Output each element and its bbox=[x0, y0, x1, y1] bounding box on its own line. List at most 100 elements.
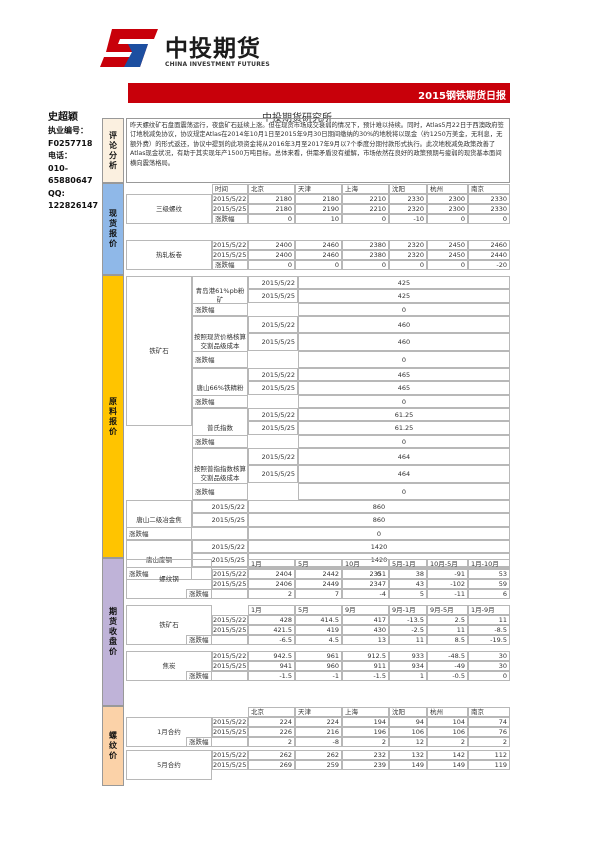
futures-header: 1月-9月 bbox=[468, 605, 510, 615]
raw-change-label: 涨跌幅 bbox=[126, 526, 248, 540]
futures-value: 43 bbox=[389, 579, 427, 589]
spot-header-city: 杭州 bbox=[427, 184, 468, 194]
raw-value: 460 bbox=[298, 333, 510, 351]
rebar-change-label: 涨跌幅 bbox=[186, 737, 248, 747]
rebar-value: 106 bbox=[389, 727, 427, 737]
spot-value: 2380 bbox=[342, 250, 389, 260]
rebar-value: 2 bbox=[342, 737, 389, 747]
spot-value: 2400 bbox=[248, 240, 295, 250]
futures-change-label: 涨跌幅 bbox=[186, 589, 248, 599]
raw-change-label: 涨跌幅 bbox=[192, 394, 248, 408]
raw-value: 0 bbox=[298, 302, 510, 316]
section-spot: 现货报价 bbox=[102, 183, 124, 275]
raw-date: 2015/5/22 bbox=[248, 316, 298, 334]
spot-header-city: 上海 bbox=[342, 184, 389, 194]
cert-number: F0257718 bbox=[48, 138, 93, 148]
raw-change-label: 涨跌幅 bbox=[192, 350, 248, 368]
spot-value: 2450 bbox=[427, 240, 468, 250]
futures-date: 2015/5/22 bbox=[212, 615, 248, 625]
raw-value: 1420 bbox=[248, 540, 510, 554]
futures-value: 0 bbox=[468, 671, 510, 681]
futures-value: -6.5 bbox=[248, 635, 295, 645]
raw-value: 0 bbox=[248, 526, 510, 540]
futures-header: 9月-1月 bbox=[389, 605, 427, 615]
raw-value: 460 bbox=[298, 316, 510, 334]
rebar-value: 119 bbox=[468, 760, 510, 770]
rebar-value: 262 bbox=[248, 750, 295, 760]
futures-date: 2015/5/22 bbox=[212, 651, 248, 661]
spot-value: 2190 bbox=[295, 204, 342, 214]
futures-value: 2406 bbox=[248, 579, 295, 589]
rebar-value: 226 bbox=[248, 727, 295, 737]
logo-text-en: CHINA INVESTMENT FUTURES bbox=[165, 61, 270, 68]
spot-value: 0 bbox=[342, 260, 389, 270]
spot-change-label: 涨跌幅 bbox=[212, 260, 248, 270]
raw-change-label: 涨跌幅 bbox=[192, 434, 248, 448]
futures-value: -0.5 bbox=[427, 671, 468, 681]
spot-value: 0 bbox=[389, 260, 427, 270]
futures-value: 428 bbox=[248, 615, 295, 625]
spot-value: 2320 bbox=[389, 250, 427, 260]
spot-value: 0 bbox=[468, 214, 510, 224]
raw-value: 425 bbox=[298, 276, 510, 290]
spot-date: 2015/5/25 bbox=[212, 204, 248, 214]
company-logo: 中投期货 CHINA INVESTMENT FUTURES bbox=[98, 25, 298, 75]
rebar-value: 142 bbox=[427, 750, 468, 760]
rebar-header-city: 杭州 bbox=[427, 707, 468, 717]
futures-value: 934 bbox=[389, 661, 427, 671]
futures-date: 2015/5/25 bbox=[212, 625, 248, 635]
commentary-text: 昨天螺纹矿石盘面震荡运行，夜盘矿石延续上涨。但在现货市场成交衰弱的情况下，预计难… bbox=[126, 118, 510, 183]
futures-value: 2404 bbox=[248, 569, 295, 579]
futures-value: 941 bbox=[248, 661, 295, 671]
spot-value: 2180 bbox=[295, 194, 342, 204]
spot-header-time: 时间 bbox=[212, 184, 248, 194]
section-comment: 评论分析 bbox=[102, 118, 124, 183]
futures-change-label: 涨跌幅 bbox=[186, 635, 248, 645]
futures-value: -1.5 bbox=[342, 671, 389, 681]
spot-value: 2180 bbox=[248, 204, 295, 214]
rebar-header-city: 天津 bbox=[295, 707, 342, 717]
futures-value: 6 bbox=[468, 589, 510, 599]
raw-date: 2015/5/22 bbox=[248, 368, 298, 382]
spot-header-city: 南京 bbox=[468, 184, 510, 194]
futures-change-label: 涨跌幅 bbox=[186, 671, 248, 681]
section-raw: 原料报价 bbox=[102, 275, 124, 558]
futures-contract-name: 螺纹钢 bbox=[126, 559, 212, 599]
rebar-value: 232 bbox=[342, 750, 389, 760]
spot-value: 2210 bbox=[342, 204, 389, 214]
raw-value: 0 bbox=[298, 394, 510, 408]
futures-value: 430 bbox=[342, 625, 389, 635]
rebar-value: 2 bbox=[248, 737, 295, 747]
rebar-value: 194 bbox=[342, 717, 389, 727]
futures-contract-name: 焦炭 bbox=[126, 651, 212, 681]
futures-value: 13 bbox=[342, 635, 389, 645]
futures-header: 5月 bbox=[295, 559, 342, 569]
rebar-value: 104 bbox=[427, 717, 468, 727]
futures-value: 59 bbox=[468, 579, 510, 589]
rebar-value: 149 bbox=[389, 760, 427, 770]
futures-contract-name: 铁矿石 bbox=[126, 605, 212, 645]
futures-value: -91 bbox=[427, 569, 468, 579]
rebar-date: 2015/5/25 bbox=[212, 727, 248, 737]
futures-value: 942.5 bbox=[248, 651, 295, 661]
spot-value: 2180 bbox=[248, 194, 295, 204]
spot-date: 2015/5/22 bbox=[212, 194, 248, 204]
spot-value: 2320 bbox=[389, 240, 427, 250]
spot-product-name: 三级螺纹 bbox=[126, 194, 212, 224]
qq-number: 122826147 bbox=[48, 201, 99, 210]
futures-value: 2442 bbox=[295, 569, 342, 579]
rebar-header-city: 上海 bbox=[342, 707, 389, 717]
rebar-value: 239 bbox=[342, 760, 389, 770]
analyst-info: 史超颖 执业编号： F0257718 电话： 010- 65880647 QQ:… bbox=[48, 111, 128, 213]
futures-value: 11 bbox=[468, 615, 510, 625]
spot-value: 2460 bbox=[295, 240, 342, 250]
spot-value: 2450 bbox=[427, 250, 468, 260]
spot-value: 2210 bbox=[342, 194, 389, 204]
rebar-value: 94 bbox=[389, 717, 427, 727]
futures-value: -1 bbox=[295, 671, 342, 681]
cert-label: 执业编号： bbox=[48, 126, 88, 135]
raw-value: 465 bbox=[298, 368, 510, 382]
rebar-value: 106 bbox=[427, 727, 468, 737]
analyst-name: 史超颖 bbox=[48, 112, 78, 123]
spot-value: 2460 bbox=[295, 250, 342, 260]
